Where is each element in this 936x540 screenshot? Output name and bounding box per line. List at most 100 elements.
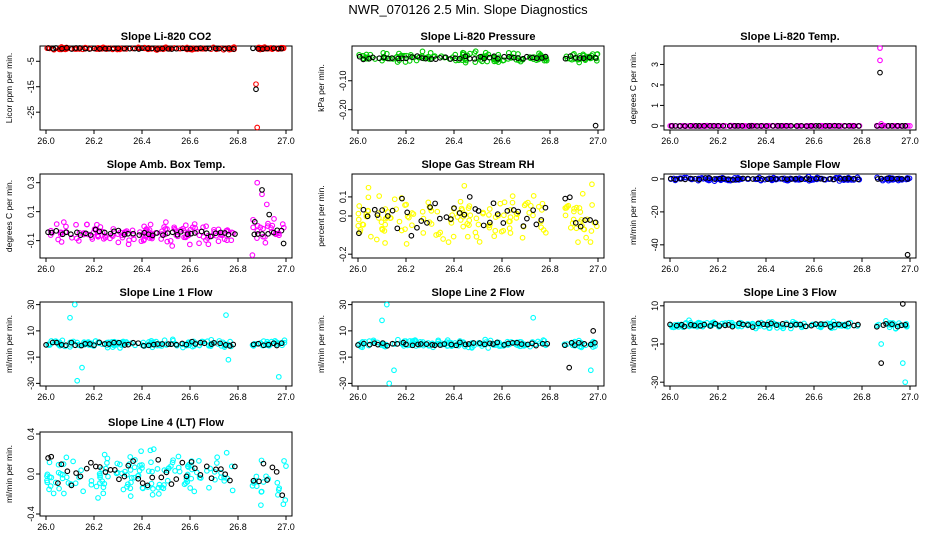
panel-8-point-black	[581, 341, 588, 347]
panel-5-point	[376, 193, 383, 199]
panel-10-point	[70, 458, 76, 465]
panel-7-point-black	[173, 341, 180, 348]
panel-5-point	[466, 203, 473, 209]
panel-4-point	[260, 233, 266, 240]
panel-10-point	[228, 463, 235, 470]
panel-2-point-black	[389, 55, 395, 61]
panel-8-point-black	[462, 341, 469, 348]
panel-6-xtick-label: 26.4	[757, 264, 775, 274]
panel-4-point-black	[174, 231, 181, 238]
panel-5-point-black	[360, 206, 367, 213]
panel-7-point-black	[116, 339, 122, 346]
panel-4-ytick-label: 0.3	[26, 176, 36, 189]
panel-1-point-black	[206, 45, 213, 52]
panel-5-point	[398, 227, 405, 234]
panel-10-point	[97, 480, 103, 486]
panel-9-outlier	[878, 360, 885, 366]
panel-6-point-black	[734, 176, 741, 183]
panel-5-ylabel: percent per min.	[316, 185, 326, 246]
panel-5-point	[466, 222, 472, 229]
panel-3-point-black	[788, 122, 794, 129]
panel-1-point-black	[139, 45, 145, 51]
panel-9-xtick-label: 27.0	[901, 392, 919, 402]
panel-6-ylabel: ml/min per min.	[628, 187, 638, 245]
panel-5-point-black	[572, 219, 579, 226]
panel-10-point	[137, 462, 143, 469]
panel-7-point-black	[91, 342, 97, 349]
panel-10-point	[150, 486, 156, 492]
panel-9-point-black	[889, 321, 895, 328]
panel-3-ytick-label: 0	[650, 123, 660, 128]
panel-10-point-black	[73, 470, 79, 476]
panel-10-point-black	[260, 460, 267, 467]
panel-4-point-black	[74, 229, 80, 236]
panel-9-point-black	[701, 321, 708, 328]
panel-9-point-black	[681, 323, 688, 330]
panel-4-point-black	[53, 227, 60, 234]
panel-4-point-black	[63, 229, 70, 236]
panel-3-point	[819, 123, 826, 129]
panel-10-point	[156, 481, 163, 488]
panel-4-point	[60, 219, 67, 225]
panel-7-point-black	[135, 340, 142, 347]
panel-5-xtick-label: 26.0	[349, 264, 367, 274]
panel-4-point	[94, 221, 100, 228]
panel-7-ylabel: ml/min per min.	[4, 315, 14, 373]
panel-4-ytick-label: 0.1	[26, 205, 36, 218]
panel-10-point	[253, 473, 260, 480]
panel-7-outlier	[71, 301, 78, 308]
panel-8-point-black	[374, 341, 381, 348]
panel-10-point	[131, 464, 138, 471]
panel-10-point	[127, 493, 134, 499]
panel-4-point	[225, 228, 232, 235]
panel-10-point	[148, 459, 154, 466]
panel-10-point-black	[256, 478, 262, 485]
panel-4-point-black	[82, 230, 89, 237]
panel-4-point-black	[188, 230, 194, 237]
panel-4-point-black	[153, 230, 160, 236]
panel-3-point-black	[813, 122, 819, 129]
panel-5-xtick-label: 26.4	[445, 264, 463, 274]
panel-3-frame	[663, 45, 917, 131]
panel-8-point	[407, 338, 413, 344]
panel-2-xtick-label: 26.4	[445, 136, 463, 146]
panel-4-point-black	[136, 232, 143, 238]
panel-6-point-black	[682, 176, 689, 183]
panel-3-point-black	[836, 123, 842, 129]
panel-8-point-black	[417, 341, 424, 347]
panel-10-point	[57, 470, 64, 477]
panel-9-point-black	[755, 320, 762, 327]
panel-3-point-black	[693, 123, 699, 129]
panel-4-point-black	[259, 231, 265, 237]
panel-10-point	[182, 480, 189, 487]
panel-10-point	[63, 474, 70, 481]
panel-1-point-black	[97, 45, 103, 52]
panel-8-point-black	[486, 340, 493, 347]
panel-9-point-black	[855, 321, 861, 328]
panel-7-point-black	[145, 342, 152, 349]
panel-10-point	[97, 472, 103, 479]
panel-9-point-black	[707, 323, 714, 329]
panel-5-point-black	[356, 230, 362, 237]
panel-1-point-black	[115, 45, 121, 52]
panel-5-point-black	[399, 195, 405, 202]
panel-4-point-black	[207, 233, 214, 240]
panel-9-point	[887, 321, 893, 327]
panel-5-point	[434, 208, 441, 215]
panel-10-point-black	[111, 467, 118, 473]
panel-5-point	[365, 184, 372, 191]
panel-4-point-black	[198, 228, 205, 235]
panel-8-outlier	[530, 314, 537, 321]
panel-10-point	[187, 485, 194, 491]
panel-1-point-black	[76, 45, 83, 51]
panel-9-ytick-label: -10	[650, 337, 660, 350]
panel-1-point-black	[264, 45, 271, 52]
panel-4-point	[196, 240, 202, 247]
panel-4-point	[191, 221, 198, 227]
panel-5-point-black	[592, 219, 599, 226]
panel-10-point	[50, 490, 57, 497]
panel-8-point-black	[533, 342, 539, 349]
panel-3-xtick-label: 26.4	[757, 136, 775, 146]
panel-5-point	[426, 219, 433, 226]
panel-1-xtick-label: 26.8	[229, 136, 247, 146]
